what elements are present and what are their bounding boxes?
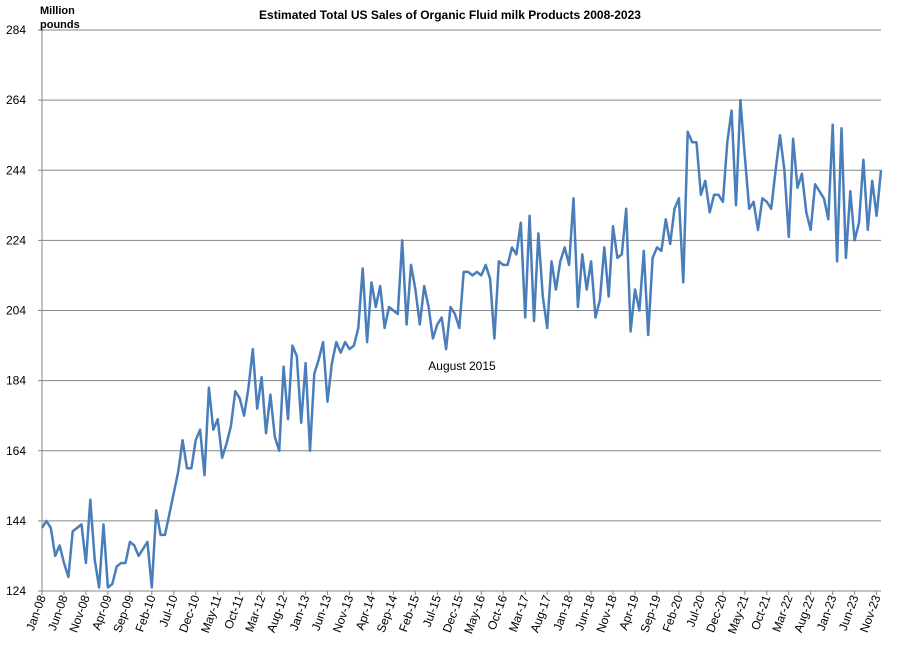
x-tick-label: Jul-15 [420, 593, 444, 629]
y-tick-label: 144 [6, 514, 26, 528]
y-tick-label: 164 [6, 444, 26, 458]
y-tick-label: 264 [6, 93, 26, 107]
x-tick-label: Jul-10 [156, 593, 180, 629]
series-line [40, 98, 883, 589]
x-tick-label: Feb-15 [396, 593, 422, 634]
y-tick-label: 124 [6, 584, 26, 598]
chart-title: Estimated Total US Sales of Organic Flui… [259, 8, 641, 22]
x-tick-label: Jul-20 [683, 593, 707, 629]
y-axis-label: Million pounds [40, 5, 80, 31]
annotation: August 2015 [428, 359, 496, 373]
y-tick-label: 224 [6, 233, 26, 247]
y-tick-label: 184 [6, 374, 26, 388]
x-tick-label: Feb-10 [132, 593, 158, 634]
y-tick-label: 244 [6, 163, 26, 177]
y-tick-label: 204 [6, 304, 26, 318]
y-tick-label: 284 [6, 23, 26, 37]
x-tick-label: Feb-20 [660, 593, 686, 634]
